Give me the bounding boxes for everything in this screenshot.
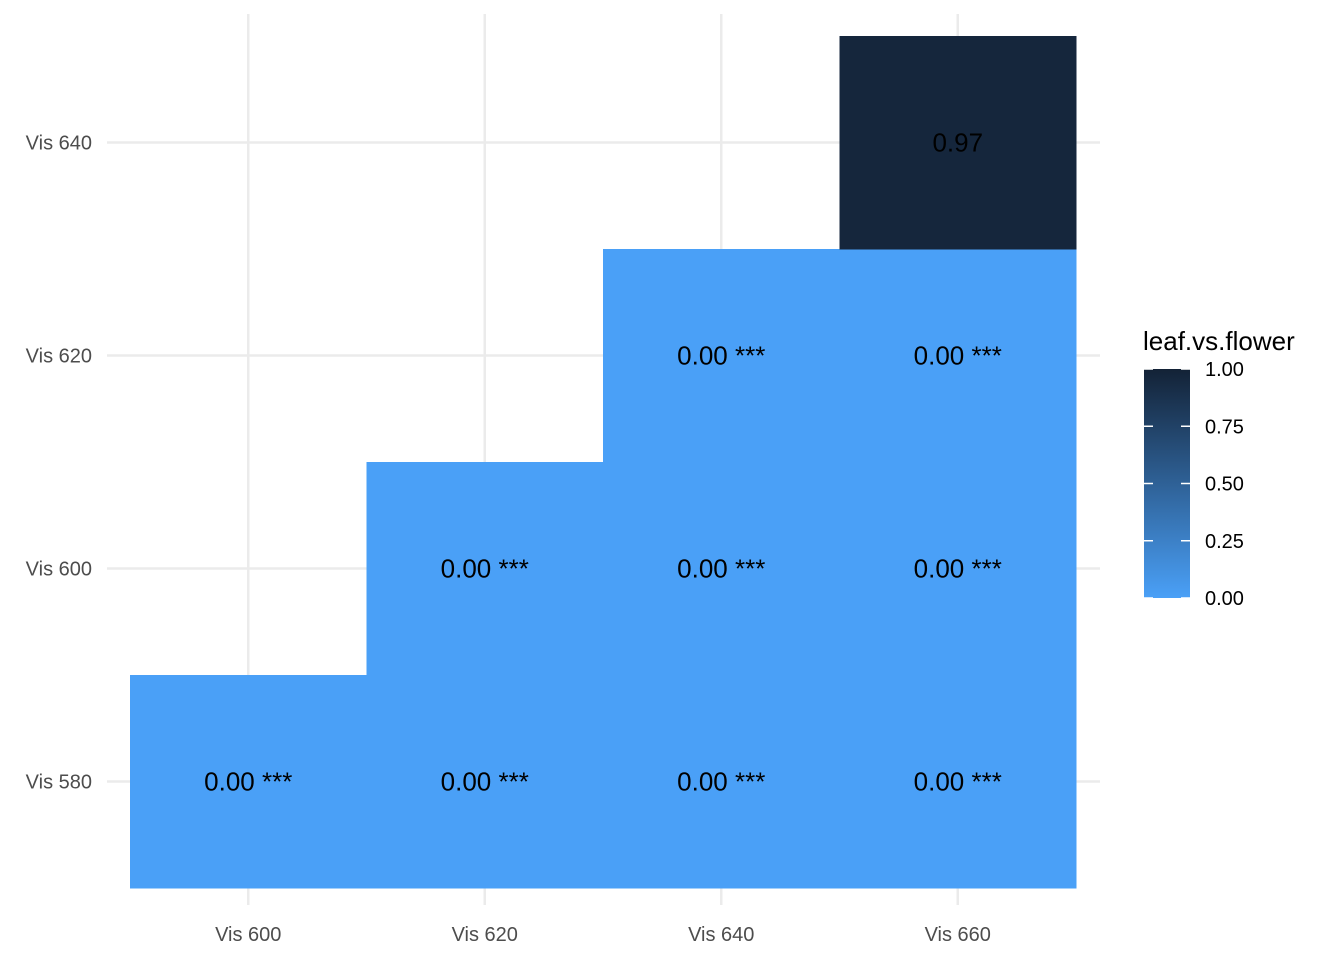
legend-tick-label: 0.50 — [1205, 474, 1244, 496]
heatmap-cell — [839, 462, 1077, 676]
y-tick-label: Vis 600 — [26, 559, 92, 581]
heatmap-cell — [130, 675, 367, 889]
legend-tick-label: 0.25 — [1205, 531, 1244, 553]
cell-label: 0.97 — [932, 128, 983, 158]
x-tick-label: Vis 660 — [925, 924, 991, 946]
y-tick-label: Vis 620 — [26, 346, 92, 368]
y-tick-label: Vis 640 — [26, 133, 92, 155]
heatmap-cell — [839, 249, 1077, 463]
cell-label: 0.00 *** — [914, 341, 1002, 371]
heatmap-cell — [839, 675, 1077, 889]
y-tick-label: Vis 580 — [26, 772, 92, 794]
cell-labels: 0.00 *** 0.00 *** 0.00 *** 0.00 *** 0.00 ***… — [204, 128, 1002, 797]
color-legend: leaf.vs.flower 0.00 0.25 0.50 0.75 1.00 — [1143, 326, 1295, 610]
cell-label: 0.00 *** — [677, 554, 765, 584]
heatmap-cell — [603, 675, 840, 889]
legend-tick-label: 1.00 — [1205, 359, 1244, 381]
heatmap-cell — [603, 249, 840, 463]
cell-label: 0.00 *** — [677, 341, 765, 371]
legend-tick-label: 0.75 — [1205, 416, 1244, 438]
x-tick-label: Vis 600 — [215, 924, 281, 946]
cell-label: 0.00 *** — [914, 554, 1002, 584]
legend-ticks: 0.00 0.25 0.50 0.75 1.00 — [1144, 359, 1244, 610]
x-tick-label: Vis 620 — [452, 924, 518, 946]
cell-label: 0.00 *** — [914, 767, 1002, 797]
legend-tick-label: 0.00 — [1205, 588, 1244, 610]
axis-labels: Vis 600 Vis 620 Vis 640 Vis 660 Vis 580 Vis 6… — [26, 133, 991, 947]
heatmap-cell — [839, 36, 1077, 250]
cell-label: 0.00 *** — [204, 767, 292, 797]
x-tick-label: Vis 640 — [688, 924, 754, 946]
cell-label: 0.00 *** — [441, 554, 529, 584]
heatmap-cell — [603, 462, 840, 676]
heatmap-cell — [366, 462, 604, 676]
heatmap-cell — [366, 675, 604, 889]
cell-label: 0.00 *** — [677, 767, 765, 797]
heatmap-cells — [130, 36, 1077, 889]
legend-title: leaf.vs.flower — [1143, 326, 1295, 356]
cell-label: 0.00 *** — [441, 767, 529, 797]
